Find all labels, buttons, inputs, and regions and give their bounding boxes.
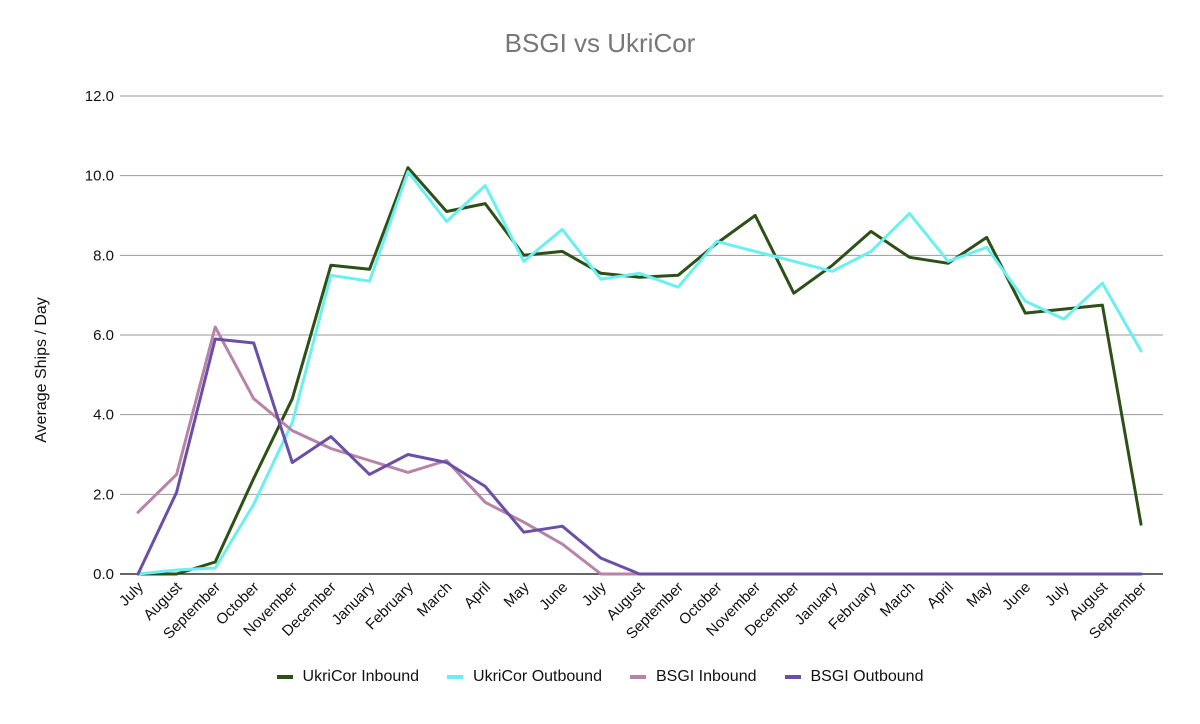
x-tick-label: May: [963, 578, 995, 610]
legend-label: BSGI Inbound: [655, 668, 757, 685]
y-tick-label: 6.0: [93, 327, 114, 344]
y-tick-labels: 0.0 2.0 4.0 6.0 8.0 10.0 12.0: [85, 88, 114, 583]
legend-swatch: [276, 675, 293, 679]
x-tick-label: July: [1042, 578, 1073, 609]
x-tick-label: July: [579, 578, 610, 609]
series-line-bsgi-outbound: [136, 337, 1143, 576]
x-tick-label: April: [924, 579, 957, 612]
x-tick-label: March: [414, 579, 455, 620]
x-tick-label: June: [536, 579, 571, 614]
chart-title: BSGI vs UkriCor: [504, 28, 696, 58]
x-tick-label: April: [461, 579, 494, 612]
legend-item: UkriCor Inbound: [276, 668, 420, 686]
legend-swatch: [784, 675, 801, 679]
legend-swatch: [447, 675, 464, 679]
y-tick-label: 8.0: [93, 247, 114, 264]
legend-item: BSGI Inbound: [629, 668, 757, 686]
y-tick-label: 4.0: [93, 407, 114, 424]
x-tick-label: March: [877, 579, 918, 620]
x-tick-label: June: [999, 579, 1034, 614]
series-lines: [136, 166, 1143, 576]
y-tick-label: 12.0: [85, 88, 114, 105]
series-line-ukricor-inbound: [136, 166, 1143, 576]
x-tick-label: May: [501, 578, 533, 610]
legend-item: BSGI Outbound: [784, 668, 924, 686]
legend-label: UkriCor Inbound: [302, 668, 420, 685]
grid-lines: [120, 95, 1163, 575]
x-tick-label: July: [116, 578, 147, 609]
legend-item: UkriCor Outbound: [447, 668, 602, 686]
series-line-ukricor-outbound: [136, 170, 1143, 576]
legend: UkriCor Inbound UkriCor Outbound BSGI Inbo…: [0, 668, 1200, 686]
y-tick-label: 0.0: [93, 566, 114, 583]
y-tick-label: 10.0: [85, 168, 114, 185]
legend-label: BSGI Outbound: [810, 668, 924, 685]
legend-label: UkriCor Outbound: [473, 668, 602, 685]
y-tick-label: 2.0: [93, 486, 114, 503]
legend-swatch: [629, 675, 646, 679]
x-tick-labels: JulyAugustSeptemberOctoberNovemberDecemb…: [116, 578, 1150, 642]
